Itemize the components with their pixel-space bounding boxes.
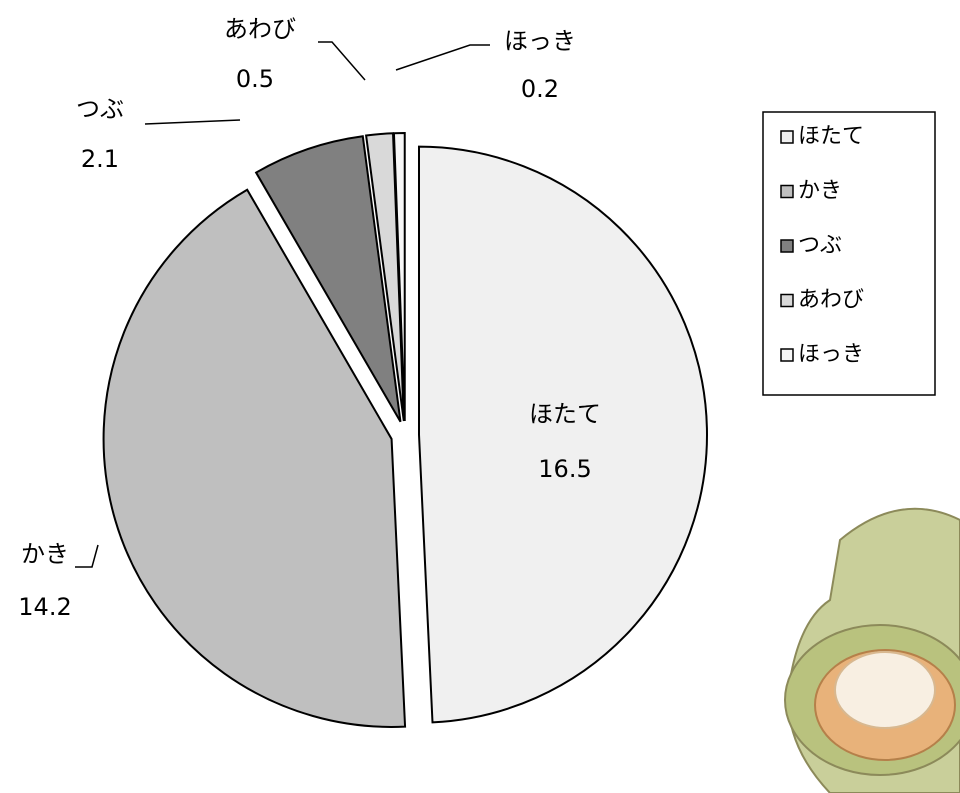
slice-value: 14.2 xyxy=(18,593,71,621)
slice-label: かき xyxy=(21,540,69,568)
legend-label: かき xyxy=(798,179,842,204)
slice-label: あわび xyxy=(224,15,296,43)
slice-value: 2.1 xyxy=(81,145,119,173)
pie-slice xyxy=(417,145,708,724)
leader-line xyxy=(318,41,366,81)
legend-label: あわび xyxy=(798,288,864,313)
slice-value: 0.5 xyxy=(236,65,274,93)
pie-slice xyxy=(254,135,402,423)
leader-line xyxy=(75,544,99,568)
legend-swatch xyxy=(780,184,794,199)
legend-label: ほたて xyxy=(798,124,864,149)
legend-box xyxy=(762,111,936,396)
legend-swatch xyxy=(780,293,794,308)
slice-value: 16.5 xyxy=(538,455,591,483)
legend-swatch xyxy=(780,348,794,362)
legend-swatch xyxy=(780,239,794,253)
leader-line xyxy=(395,44,490,71)
slice-label: つぶ xyxy=(76,95,124,123)
slice-label: ほたて xyxy=(529,400,601,428)
pie-slice xyxy=(102,188,407,728)
legend-swatch xyxy=(780,130,794,144)
scallop-illustration xyxy=(784,507,960,793)
legend-label: つぶ xyxy=(798,233,842,258)
slice-value: 0.2 xyxy=(521,75,559,103)
legend-label: ほっき xyxy=(798,342,864,367)
pie-slice xyxy=(392,132,406,422)
leader-line xyxy=(144,119,241,125)
slice-label: ほっき xyxy=(504,27,576,55)
